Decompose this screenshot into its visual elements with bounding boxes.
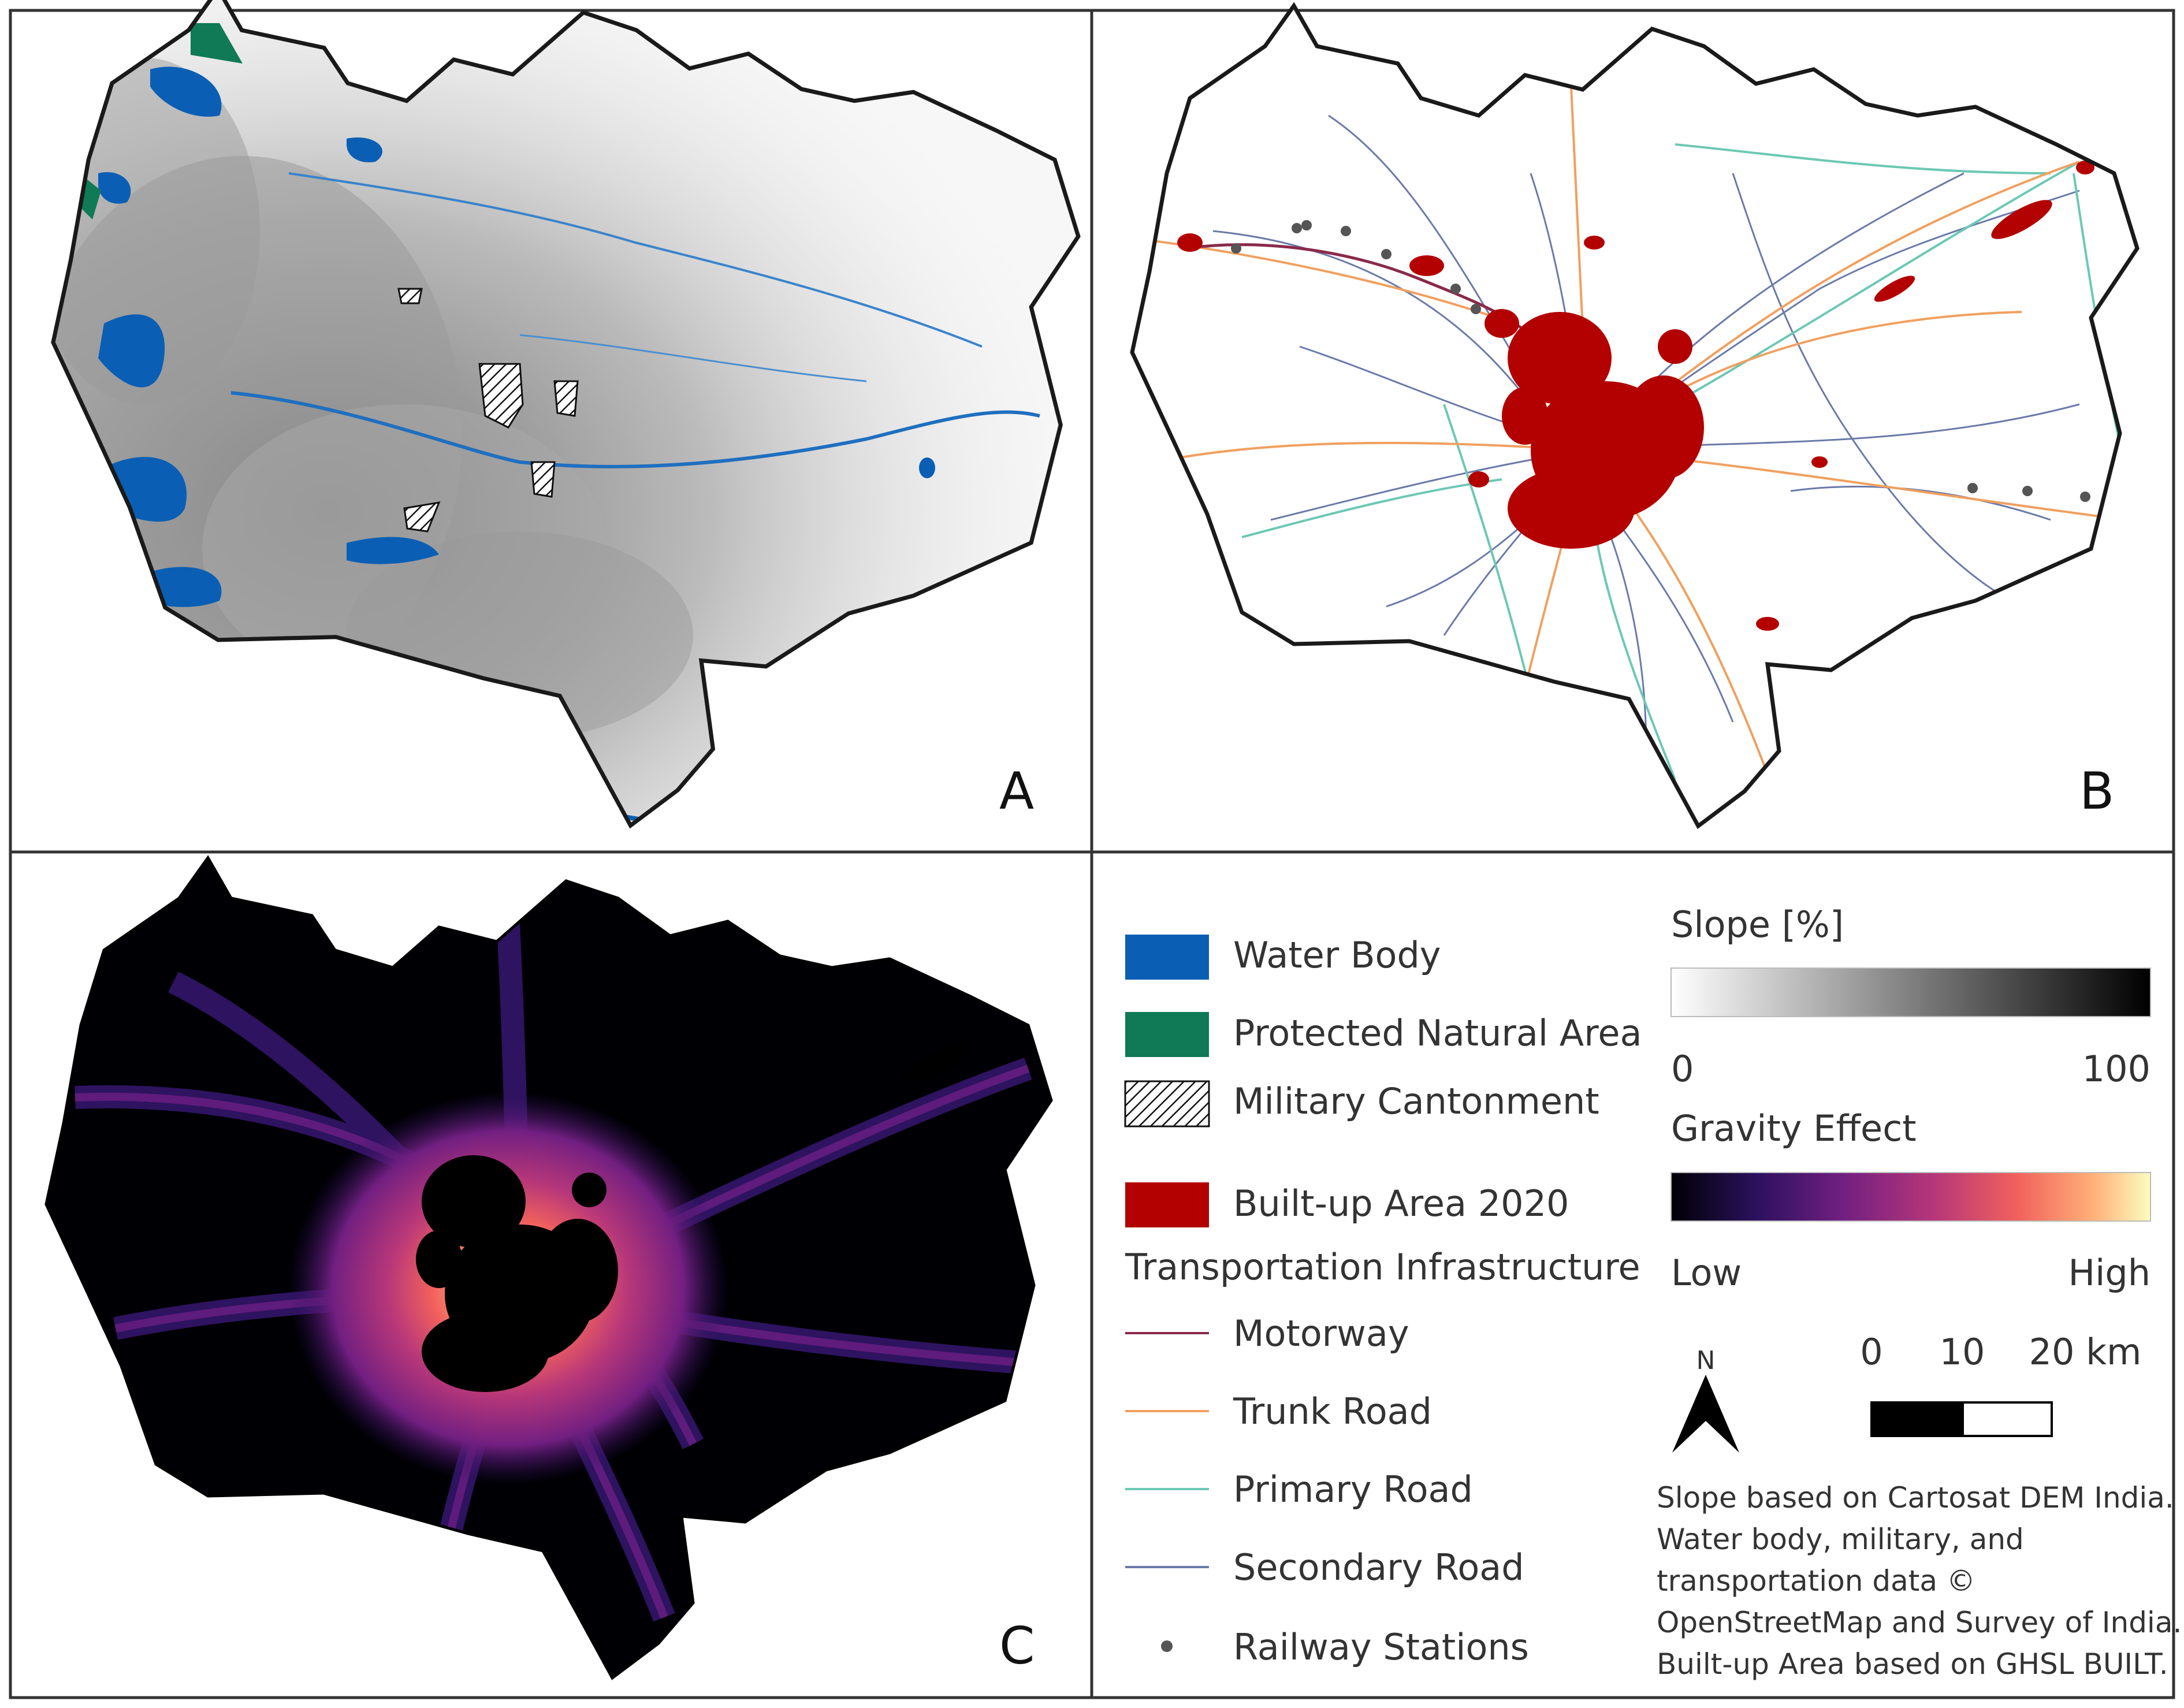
legend-label-trunk: Trunk Road: [1233, 1390, 1432, 1432]
north-arrow-icon: N: [1672, 1346, 1739, 1453]
legend-swatch-built-up: [1125, 1182, 1209, 1227]
legend-label-military: Military Cantonment: [1233, 1080, 1599, 1122]
scale-bar-tick-20: 20 km: [2029, 1331, 2142, 1373]
panel-c-letter: C: [999, 1616, 1035, 1676]
legend-label-railway: Railway Stations: [1233, 1626, 1529, 1668]
credit-line-1: Slope based on Cartosat DEM India.: [1657, 1481, 2174, 1514]
scale-bar-tick-0: 0: [1860, 1331, 1882, 1373]
scale-bar-tick-10: 10: [1940, 1331, 1985, 1373]
credit-line-2: Water body, military, and: [1657, 1523, 2024, 1556]
scale-bar: 0 10 20 km: [1860, 1331, 2142, 1437]
legend-label-motorway: Motorway: [1233, 1312, 1409, 1355]
slope-min-label: 0: [1671, 1048, 1694, 1090]
panel-b-builtup-transport-map: B: [1092, 0, 2183, 852]
panel-a-slope-map: A: [0, 0, 1092, 852]
legend-swatch-protected-area: [1125, 1012, 1209, 1057]
credit-line-5: Built-up Area based on GHSL BUILT.: [1657, 1647, 2168, 1681]
gravity-color-ramp: [1670, 1172, 2151, 1222]
panel-c-gravity-map: C: [0, 852, 1092, 1708]
legend-transport-heading: Transportation Infrastructure: [1125, 1246, 1640, 1288]
panel-b-letter: B: [2079, 761, 2114, 821]
credit-line-3: transportation data ©: [1657, 1564, 1975, 1598]
legend-panel: Water Body Protected Natural Area Milita…: [1124, 903, 2182, 1681]
legend-label-primary: Primary Road: [1233, 1468, 1473, 1510]
slope-legend-title: Slope [%]: [1671, 903, 1844, 946]
legend-label-protected-area: Protected Natural Area: [1233, 1012, 1642, 1054]
slope-max-label: 100: [2082, 1048, 2150, 1090]
legend-label-water-body: Water Body: [1233, 934, 1441, 976]
credit-line-4: OpenStreetMap and Survey of India.: [1657, 1606, 2182, 1639]
legend-dot-railway: [1161, 1640, 1173, 1652]
legend-label-built-up: Built-up Area 2020: [1233, 1182, 1569, 1225]
gravity-max-label: High: [2068, 1252, 2151, 1294]
panel-a-letter: A: [999, 761, 1034, 821]
gravity-legend-title: Gravity Effect: [1671, 1107, 1917, 1149]
slope-color-ramp: [1670, 968, 2151, 1017]
legend-swatch-water-body: [1125, 935, 1209, 980]
legend-swatch-military: [1124, 1080, 1210, 1127]
legend-label-secondary: Secondary Road: [1233, 1546, 1524, 1588]
gravity-min-label: Low: [1671, 1252, 1742, 1294]
north-arrow-label: N: [1696, 1346, 1716, 1375]
